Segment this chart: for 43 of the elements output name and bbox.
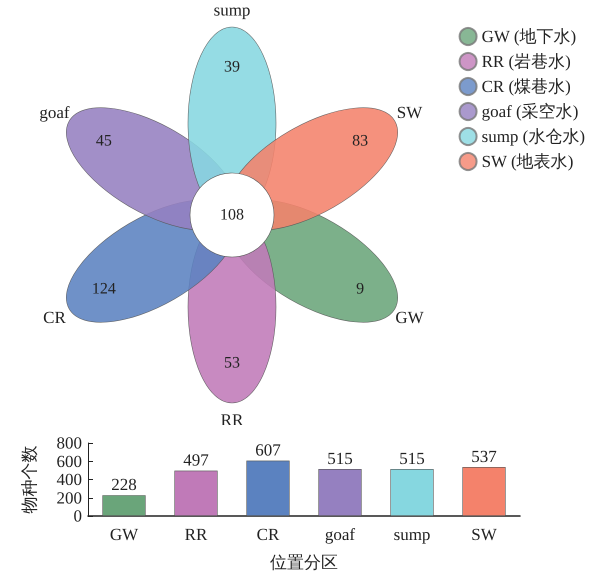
data-label: 607 <box>255 440 282 460</box>
data-label: 497 <box>183 450 210 470</box>
bar <box>246 460 290 516</box>
x-tick-label: CR <box>256 525 280 544</box>
x-tick-label: SW <box>471 525 498 544</box>
data-label: 39 <box>224 58 240 76</box>
legend-label: goaf (采空水) <box>482 102 578 121</box>
category-label: CR <box>43 308 66 327</box>
data-label: 537 <box>471 447 498 466</box>
bar <box>318 469 362 516</box>
x-tick-label: GW <box>110 525 140 544</box>
data-label: 45 <box>96 132 112 150</box>
category-label: GW <box>395 308 425 327</box>
data-label: 228 <box>111 475 137 494</box>
bar <box>462 467 506 516</box>
legend-label: sump (水仓水) <box>482 127 586 146</box>
data-label: 9 <box>356 280 364 298</box>
y-tick-label: 400 <box>56 470 82 489</box>
x-tick-label: goaf <box>324 525 356 544</box>
data-label: 515 <box>399 449 425 468</box>
legend-label: GW (地下水) <box>482 27 576 46</box>
x-tick-label: RR <box>184 525 208 544</box>
category-label: goaf <box>39 103 70 122</box>
y-tick-label: 0 <box>74 506 82 526</box>
bar <box>174 470 218 516</box>
category-label: sump <box>214 0 250 20</box>
category-label: SW <box>396 103 424 122</box>
y-axis-title: 物种个数 <box>20 446 39 514</box>
data-label: 124 <box>92 280 116 298</box>
bar <box>390 469 434 516</box>
bar <box>102 495 146 516</box>
data-label: 53 <box>224 354 240 372</box>
y-tick-label: 800 <box>56 434 82 452</box>
legend-label: SW (地表水) <box>482 152 574 171</box>
data-label: 515 <box>327 449 353 468</box>
data-label: 83 <box>352 132 368 150</box>
text: 108 <box>220 206 244 224</box>
y-tick-label: 200 <box>56 488 82 508</box>
y-tick-label: 600 <box>56 452 82 471</box>
legend-label: CR (煤巷水) <box>482 77 571 96</box>
legend-label: RR (岩巷水) <box>482 52 571 71</box>
x-axis-title: 位置分区 <box>270 553 338 572</box>
x-tick-label: sump <box>394 525 430 544</box>
